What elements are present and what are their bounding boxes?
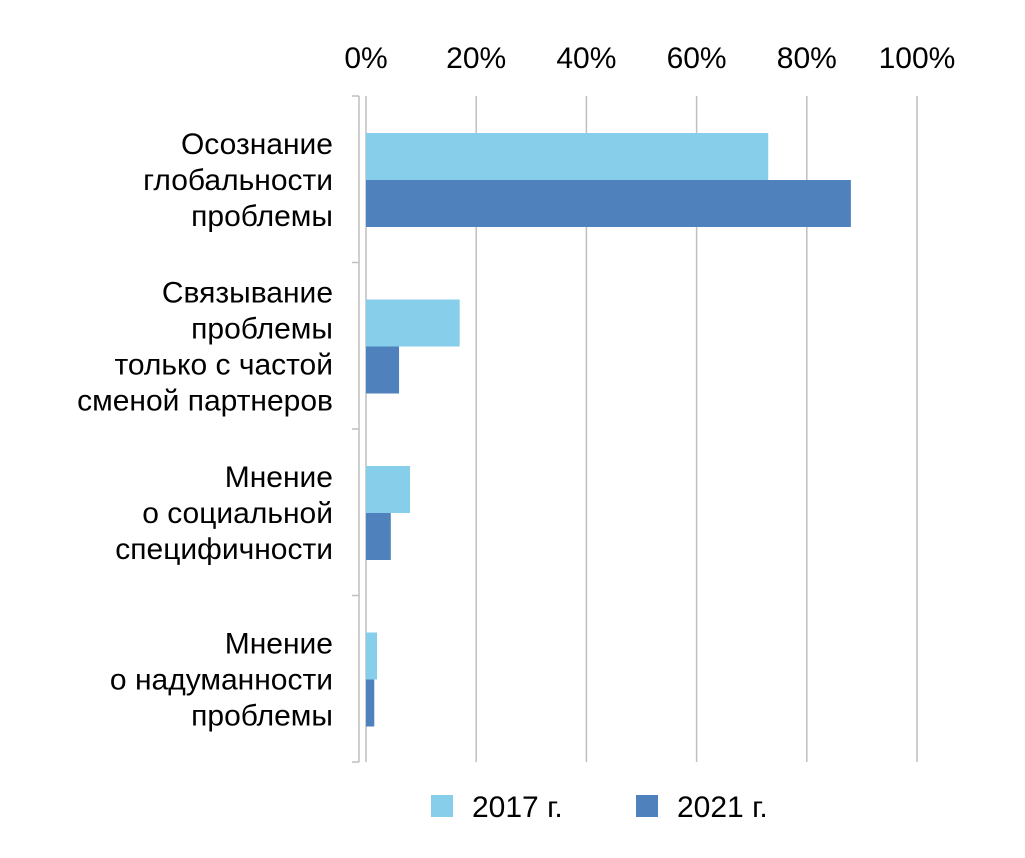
bars (366, 133, 851, 727)
category-label: Связывание проблемы только с частой сменой … (77, 277, 333, 418)
x-tick-label: 40% (556, 42, 616, 75)
x-tick-label: 100% (879, 42, 956, 75)
legend-label: 2017 г. (472, 791, 563, 824)
category-label-line: Мнение (225, 628, 333, 661)
category-label: Мнение о надуманности проблемы (110, 628, 333, 733)
legend-swatch (636, 795, 658, 817)
x-tick-labels: 0% 20% 40% 60% 80% 100% (344, 42, 955, 75)
category-label-line: специфичности (115, 533, 333, 566)
category-label: Мнение о социальной специфичности (115, 461, 333, 566)
legend-swatch (431, 795, 453, 817)
category-label-line: проблемы (191, 313, 333, 346)
x-tick-label: 0% (344, 42, 387, 75)
category-label-line: Осознание (181, 128, 333, 161)
category-label-line: Связывание (162, 277, 333, 310)
category-label-line: глобальности (143, 164, 333, 197)
category-label: Осознание глобальности проблемы (143, 128, 333, 233)
bar-2-1 (366, 180, 851, 227)
category-label-line: проблемы (191, 700, 333, 733)
axes (352, 95, 360, 763)
x-tick-label: 60% (667, 42, 727, 75)
category-label-line: сменой партнеров (77, 385, 333, 418)
category-label-line: Мнение (225, 461, 333, 494)
category-label-line: о надуманности (110, 664, 333, 697)
bar-2-2 (366, 346, 400, 394)
category-label-line: только с частой (114, 349, 333, 382)
category-label-line: о социальной (142, 497, 333, 530)
x-tick-label: 20% (446, 42, 506, 75)
bar-2-4 (366, 679, 375, 727)
bar-2-3 (366, 513, 391, 560)
category-label-line: проблемы (191, 200, 333, 233)
x-tick-label: 80% (777, 42, 837, 75)
bar-1-4 (366, 632, 378, 680)
legend-label: 2021 г. (677, 791, 768, 824)
legend: 2017 г. 2021 г. (431, 791, 768, 824)
bar-1-3 (366, 466, 411, 513)
bar-1-1 (366, 133, 769, 180)
bar-1-2 (366, 299, 460, 347)
